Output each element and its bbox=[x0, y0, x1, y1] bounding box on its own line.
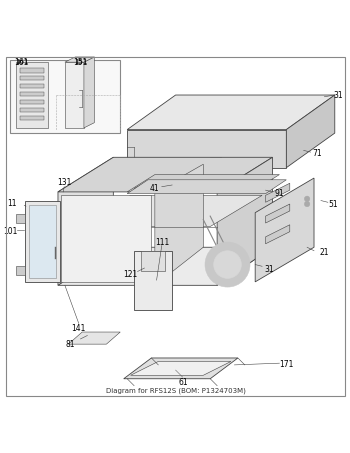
Polygon shape bbox=[58, 247, 273, 285]
Polygon shape bbox=[266, 225, 290, 244]
Polygon shape bbox=[29, 205, 56, 278]
Text: 131: 131 bbox=[57, 178, 71, 187]
Polygon shape bbox=[20, 77, 44, 81]
Text: 121: 121 bbox=[124, 270, 138, 280]
Polygon shape bbox=[25, 201, 60, 282]
Text: 61: 61 bbox=[178, 378, 188, 387]
Polygon shape bbox=[134, 182, 266, 188]
Polygon shape bbox=[20, 108, 44, 112]
Text: 101: 101 bbox=[3, 227, 18, 236]
Polygon shape bbox=[127, 130, 286, 168]
Polygon shape bbox=[20, 100, 44, 104]
Text: 41: 41 bbox=[150, 184, 160, 193]
Text: 151: 151 bbox=[73, 58, 88, 67]
Polygon shape bbox=[155, 164, 203, 285]
Polygon shape bbox=[79, 195, 262, 226]
Polygon shape bbox=[127, 174, 279, 192]
Polygon shape bbox=[266, 183, 290, 202]
Polygon shape bbox=[217, 157, 273, 285]
Polygon shape bbox=[58, 157, 113, 285]
Polygon shape bbox=[266, 204, 290, 223]
Text: Diagram for RFS12S (BOM: P1324703M): Diagram for RFS12S (BOM: P1324703M) bbox=[106, 388, 246, 394]
Polygon shape bbox=[134, 251, 172, 309]
Polygon shape bbox=[127, 95, 335, 130]
Polygon shape bbox=[20, 92, 44, 96]
Polygon shape bbox=[58, 157, 273, 192]
Polygon shape bbox=[16, 214, 25, 223]
Polygon shape bbox=[255, 178, 314, 282]
Text: 91: 91 bbox=[275, 189, 284, 198]
Polygon shape bbox=[20, 116, 44, 120]
Text: 161: 161 bbox=[15, 59, 28, 65]
Text: 31: 31 bbox=[334, 91, 343, 100]
Circle shape bbox=[304, 196, 310, 202]
Polygon shape bbox=[124, 358, 238, 379]
Polygon shape bbox=[131, 361, 231, 375]
Polygon shape bbox=[20, 84, 44, 88]
Text: 11: 11 bbox=[8, 199, 17, 208]
Polygon shape bbox=[16, 62, 48, 128]
Text: 81: 81 bbox=[65, 340, 75, 349]
Circle shape bbox=[205, 242, 250, 287]
Polygon shape bbox=[84, 57, 94, 128]
Polygon shape bbox=[141, 251, 165, 271]
Text: 71: 71 bbox=[313, 149, 322, 159]
Polygon shape bbox=[65, 57, 94, 62]
Text: 111: 111 bbox=[155, 237, 170, 246]
Text: 31: 31 bbox=[264, 265, 274, 274]
Polygon shape bbox=[68, 332, 120, 344]
Text: 141: 141 bbox=[71, 324, 86, 333]
Polygon shape bbox=[286, 95, 335, 168]
Polygon shape bbox=[62, 195, 152, 282]
Text: 51: 51 bbox=[328, 199, 338, 208]
Text: 151: 151 bbox=[74, 59, 87, 65]
Circle shape bbox=[304, 201, 310, 207]
Circle shape bbox=[214, 251, 242, 279]
Bar bbox=[9, 60, 120, 133]
Polygon shape bbox=[127, 180, 286, 193]
Text: 161: 161 bbox=[14, 58, 29, 67]
Polygon shape bbox=[20, 68, 44, 72]
Text: 21: 21 bbox=[320, 248, 329, 257]
Polygon shape bbox=[16, 266, 25, 275]
Text: 171: 171 bbox=[279, 361, 294, 369]
Polygon shape bbox=[65, 62, 84, 128]
